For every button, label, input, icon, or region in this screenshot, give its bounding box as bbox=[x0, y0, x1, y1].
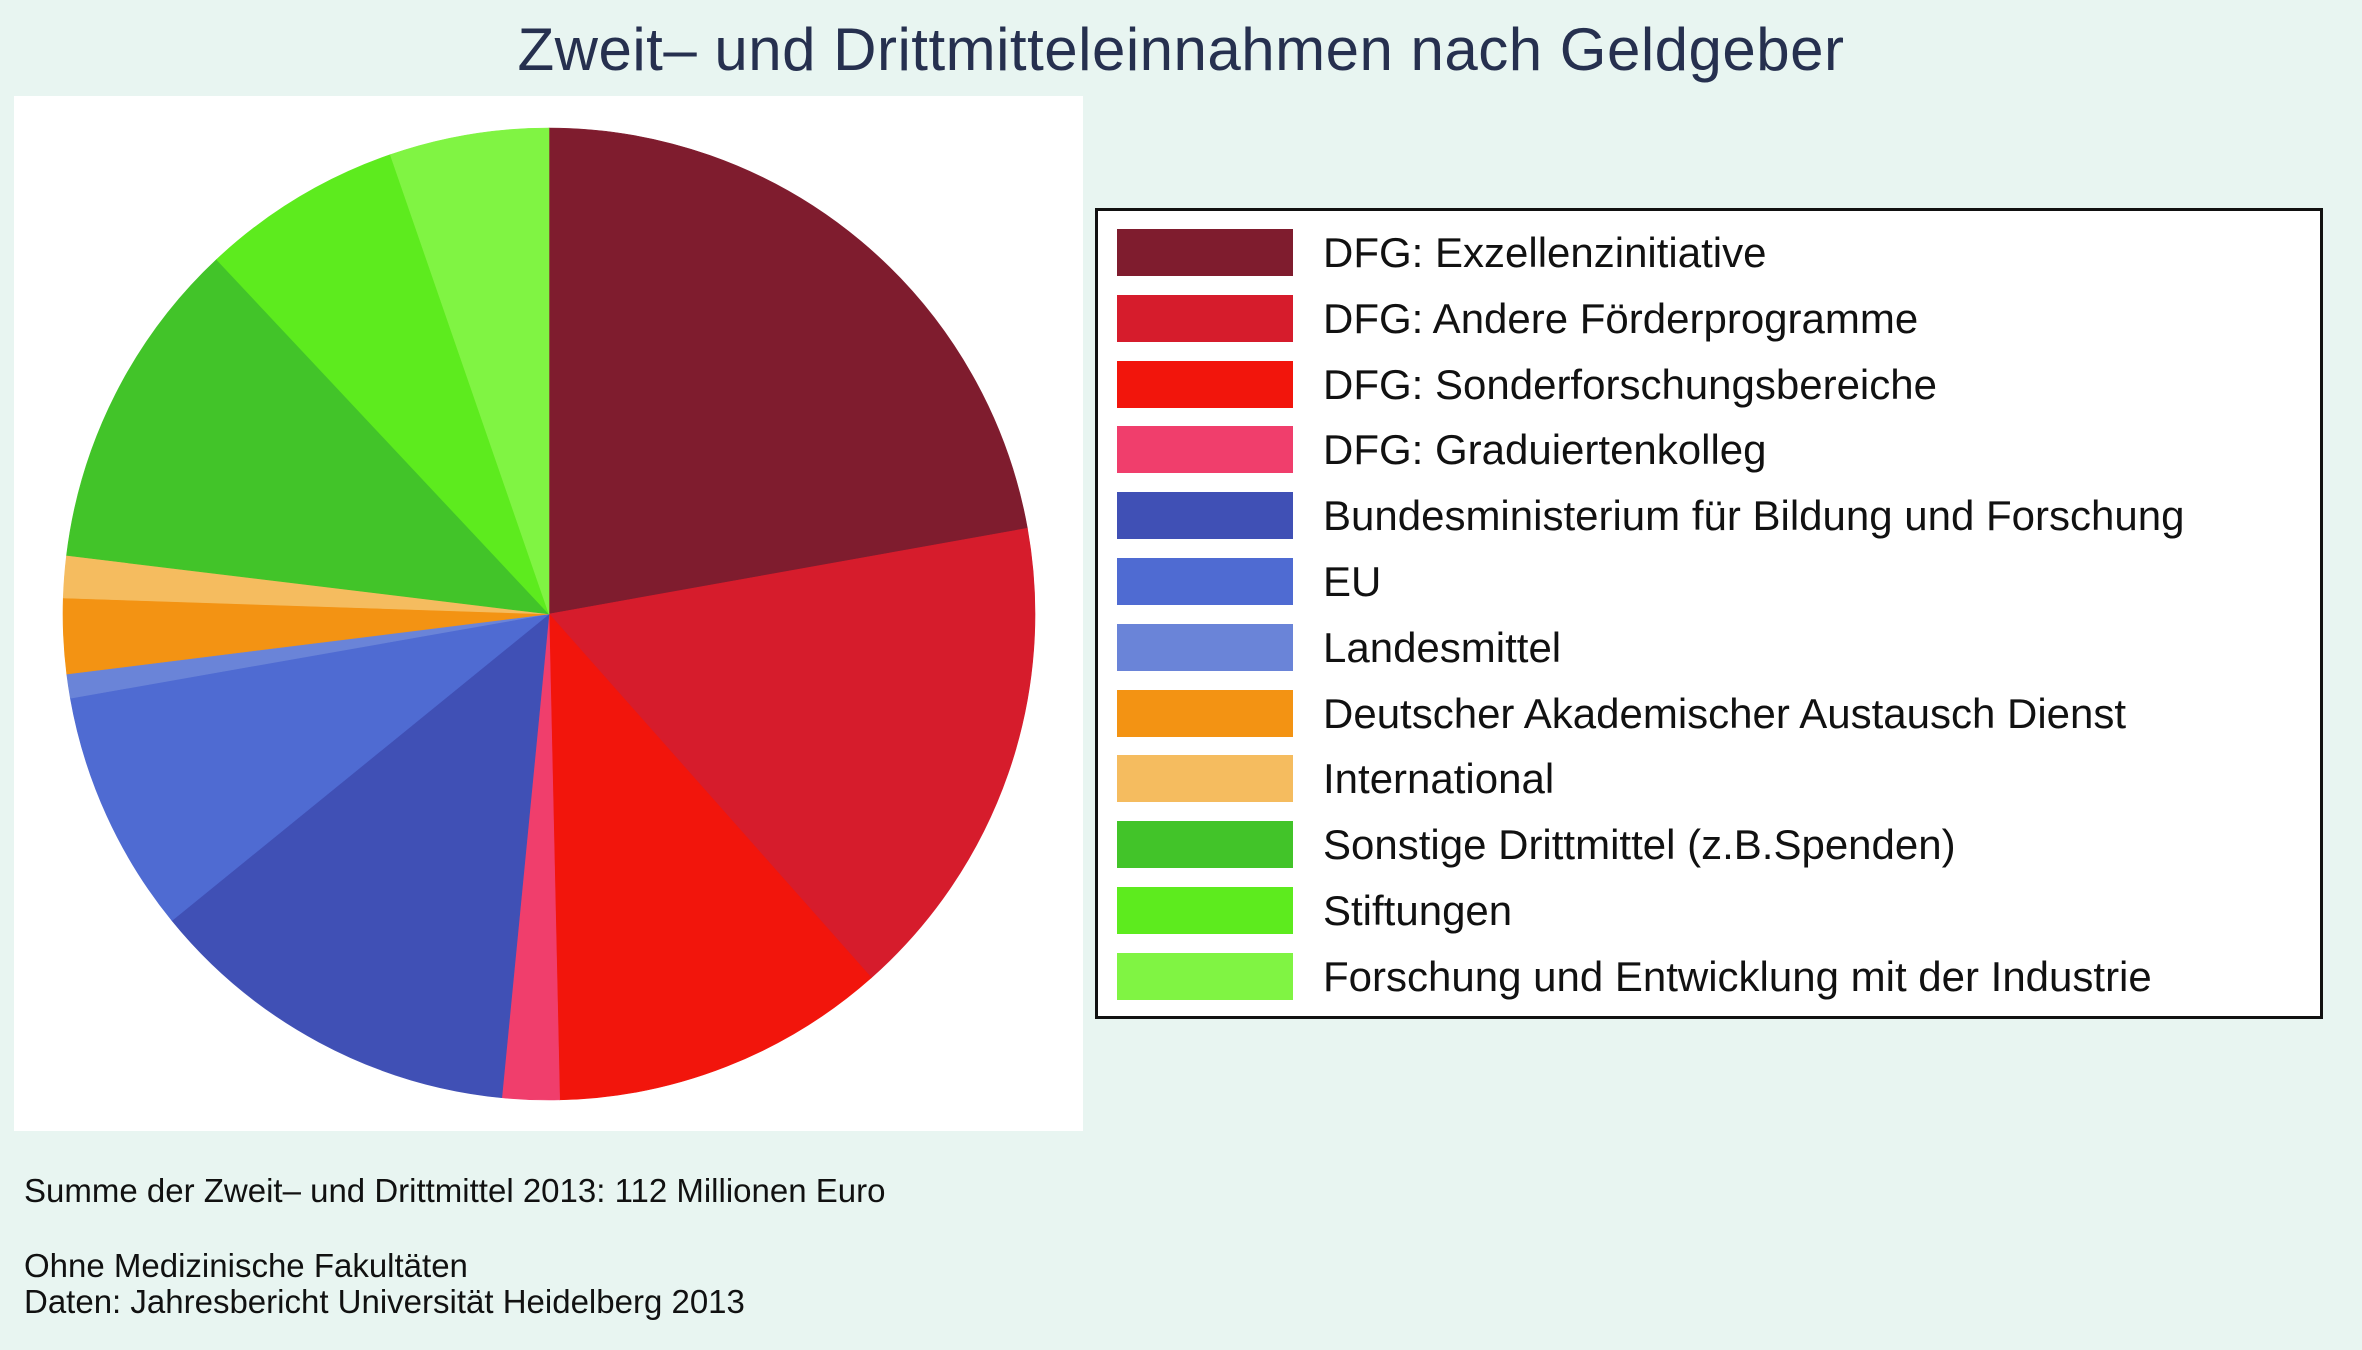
chart-title: Zweit– und Drittmitteleinnahmen nach Gel… bbox=[517, 16, 1845, 83]
legend-swatch bbox=[1117, 229, 1293, 276]
legend-item: DFG: Exzellenzinitiative bbox=[1117, 229, 2307, 277]
legend-item: Sonstige Drittmittel (z.B.Spenden) bbox=[1117, 821, 2307, 869]
legend-label: EU bbox=[1323, 558, 1382, 605]
legend-label: Landesmittel bbox=[1323, 623, 1562, 671]
legend-label: International bbox=[1323, 755, 1555, 803]
legend-swatch bbox=[1117, 755, 1293, 803]
legend-swatch bbox=[1117, 887, 1293, 934]
legend-label: DFG: Graduiertenkolleg bbox=[1323, 426, 1767, 474]
legend-label: Forschung und Entwicklung mit der Indust… bbox=[1323, 952, 2152, 1000]
legend-swatch bbox=[1117, 821, 1293, 869]
legend-item: Stiftungen bbox=[1117, 887, 2307, 935]
legend-swatch bbox=[1117, 623, 1293, 671]
pie-slice bbox=[216, 154, 550, 615]
legend-swatch bbox=[1117, 689, 1293, 737]
legend-swatch bbox=[1117, 360, 1293, 408]
legend-item: DFG: Andere Förderprogramme bbox=[1117, 294, 2307, 343]
legend: DFG: Exzellenzinitiative DFG: Andere Förd… bbox=[1095, 208, 2323, 1019]
legend-label: DFG: Exzellenzinitiative bbox=[1323, 229, 1767, 276]
pie-slice bbox=[171, 613, 550, 1099]
pie-slice bbox=[548, 527, 1036, 979]
legend-item: DFG: Sonderforschungsbereiche bbox=[1117, 360, 2307, 409]
footer-source: Daten: Jahresbericht Universität Heidelb… bbox=[24, 1283, 745, 1320]
pie-slice bbox=[70, 613, 551, 922]
legend-swatch bbox=[1117, 426, 1293, 474]
footer-note: Ohne Medizinische Fakultäten bbox=[24, 1247, 468, 1284]
legend-item: Bundesministerium für Bildung und Forsch… bbox=[1117, 492, 2307, 540]
legend-item: Deutscher Akademischer Austausch Dienst bbox=[1117, 689, 2307, 738]
footer-total: Summe der Zweit– und Drittmittel 2013: 1… bbox=[24, 1172, 886, 1209]
legend-swatch bbox=[1117, 558, 1293, 605]
pie-slice bbox=[389, 127, 550, 615]
legend-swatch bbox=[1117, 492, 1293, 540]
legend-item: Forschung und Entwicklung mit der Indust… bbox=[1117, 952, 2307, 1001]
legend-label: Sonstige Drittmittel (z.B.Spenden) bbox=[1323, 821, 1956, 869]
pie-panel bbox=[14, 96, 1083, 1131]
legend-item: International bbox=[1117, 755, 2307, 803]
pie-slice bbox=[548, 127, 1028, 615]
pie-chart bbox=[62, 127, 1036, 1101]
legend-label: Bundesministerium für Bildung und Forsch… bbox=[1323, 492, 2185, 540]
legend-label: DFG: Andere Förderprogramme bbox=[1323, 294, 1919, 342]
legend-item: DFG: Graduiertenkolleg bbox=[1117, 426, 2307, 474]
legend-label: Stiftungen bbox=[1323, 887, 1513, 934]
legend-label: Deutscher Akademischer Austausch Dienst bbox=[1323, 689, 2127, 737]
pie-slice bbox=[66, 259, 550, 615]
legend-swatch bbox=[1117, 294, 1293, 342]
legend-item: Landesmittel bbox=[1117, 623, 2307, 672]
legend-item: EU bbox=[1117, 558, 2307, 606]
legend-swatch bbox=[1117, 952, 1293, 1000]
legend-label: DFG: Sonderforschungsbereiche bbox=[1323, 360, 1937, 408]
pie-slice bbox=[548, 613, 872, 1101]
